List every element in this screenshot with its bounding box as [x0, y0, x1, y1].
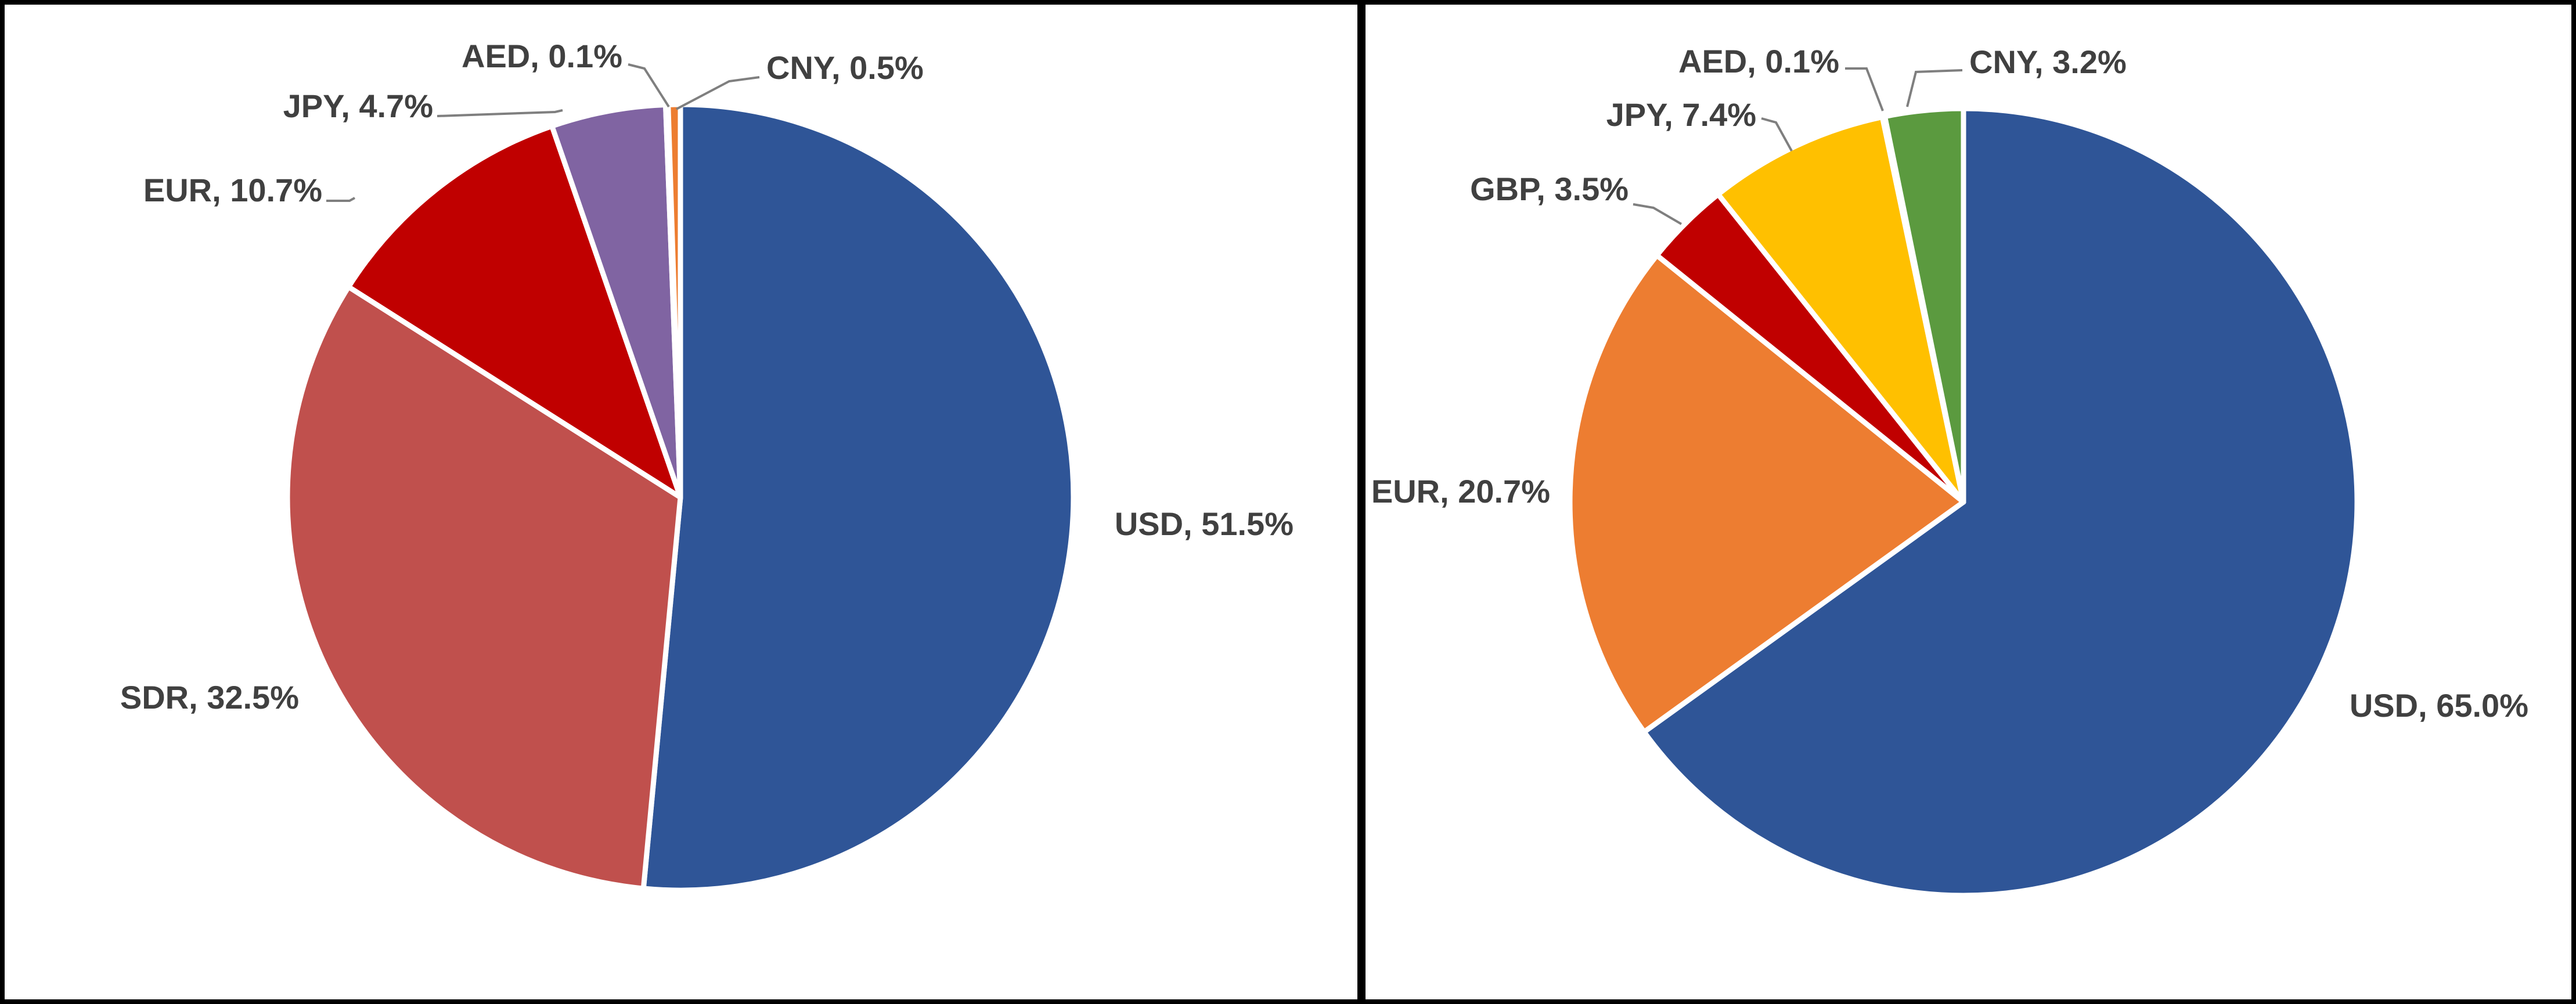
- pie-slice-eur: [1567, 252, 1966, 735]
- data-label-jpy: JPY, 4.7%: [283, 88, 433, 124]
- pie-slice-usd: [640, 102, 1076, 893]
- leader-line-gbp: [1633, 203, 1682, 225]
- pie-slice-cny: [1882, 106, 1966, 505]
- leader-line-aed: [1845, 67, 1884, 111]
- pie-slice-eur: [345, 123, 683, 500]
- data-label-aed: AED, 0.1%: [462, 38, 622, 74]
- data-label-eur: EUR, 20.7%: [1371, 473, 1550, 510]
- pie-slice-jpy: [549, 102, 683, 500]
- data-label-cny: CNY, 0.5%: [766, 49, 924, 86]
- data-label-gbp: GBP, 3.5%: [1470, 171, 1629, 207]
- leader-line-cny: [1906, 69, 1963, 107]
- leader-line-jpy: [437, 109, 563, 117]
- data-label-aed: AED, 0.1%: [1678, 43, 1839, 80]
- data-label-sdr: SDR, 32.5%: [120, 679, 299, 716]
- pie-slice-usd: [1641, 106, 2360, 898]
- leader-line-eur: [326, 197, 355, 202]
- data-label-cny: CNY, 3.2%: [1969, 44, 2127, 80]
- leader-line-jpy: [1761, 117, 1793, 151]
- data-label-jpy: JPY, 7.4%: [1606, 96, 1756, 133]
- data-label-usd: USD, 65.0%: [2350, 687, 2528, 724]
- left-pie-chart: USD, 51.5% SDR, 32.5% EUR, 10.7% JPY, 4.7% A…: [120, 38, 1294, 893]
- right-pie-chart: USD, 65.0% EUR, 20.7% GBP, 3.5% JPY, 7.4% AE…: [1371, 43, 2528, 898]
- data-label-eur: EUR, 10.7%: [143, 172, 322, 208]
- leader-line-cny: [676, 76, 760, 110]
- data-label-usd: USD, 51.5%: [1115, 505, 1294, 542]
- leader-line-aed: [628, 63, 670, 108]
